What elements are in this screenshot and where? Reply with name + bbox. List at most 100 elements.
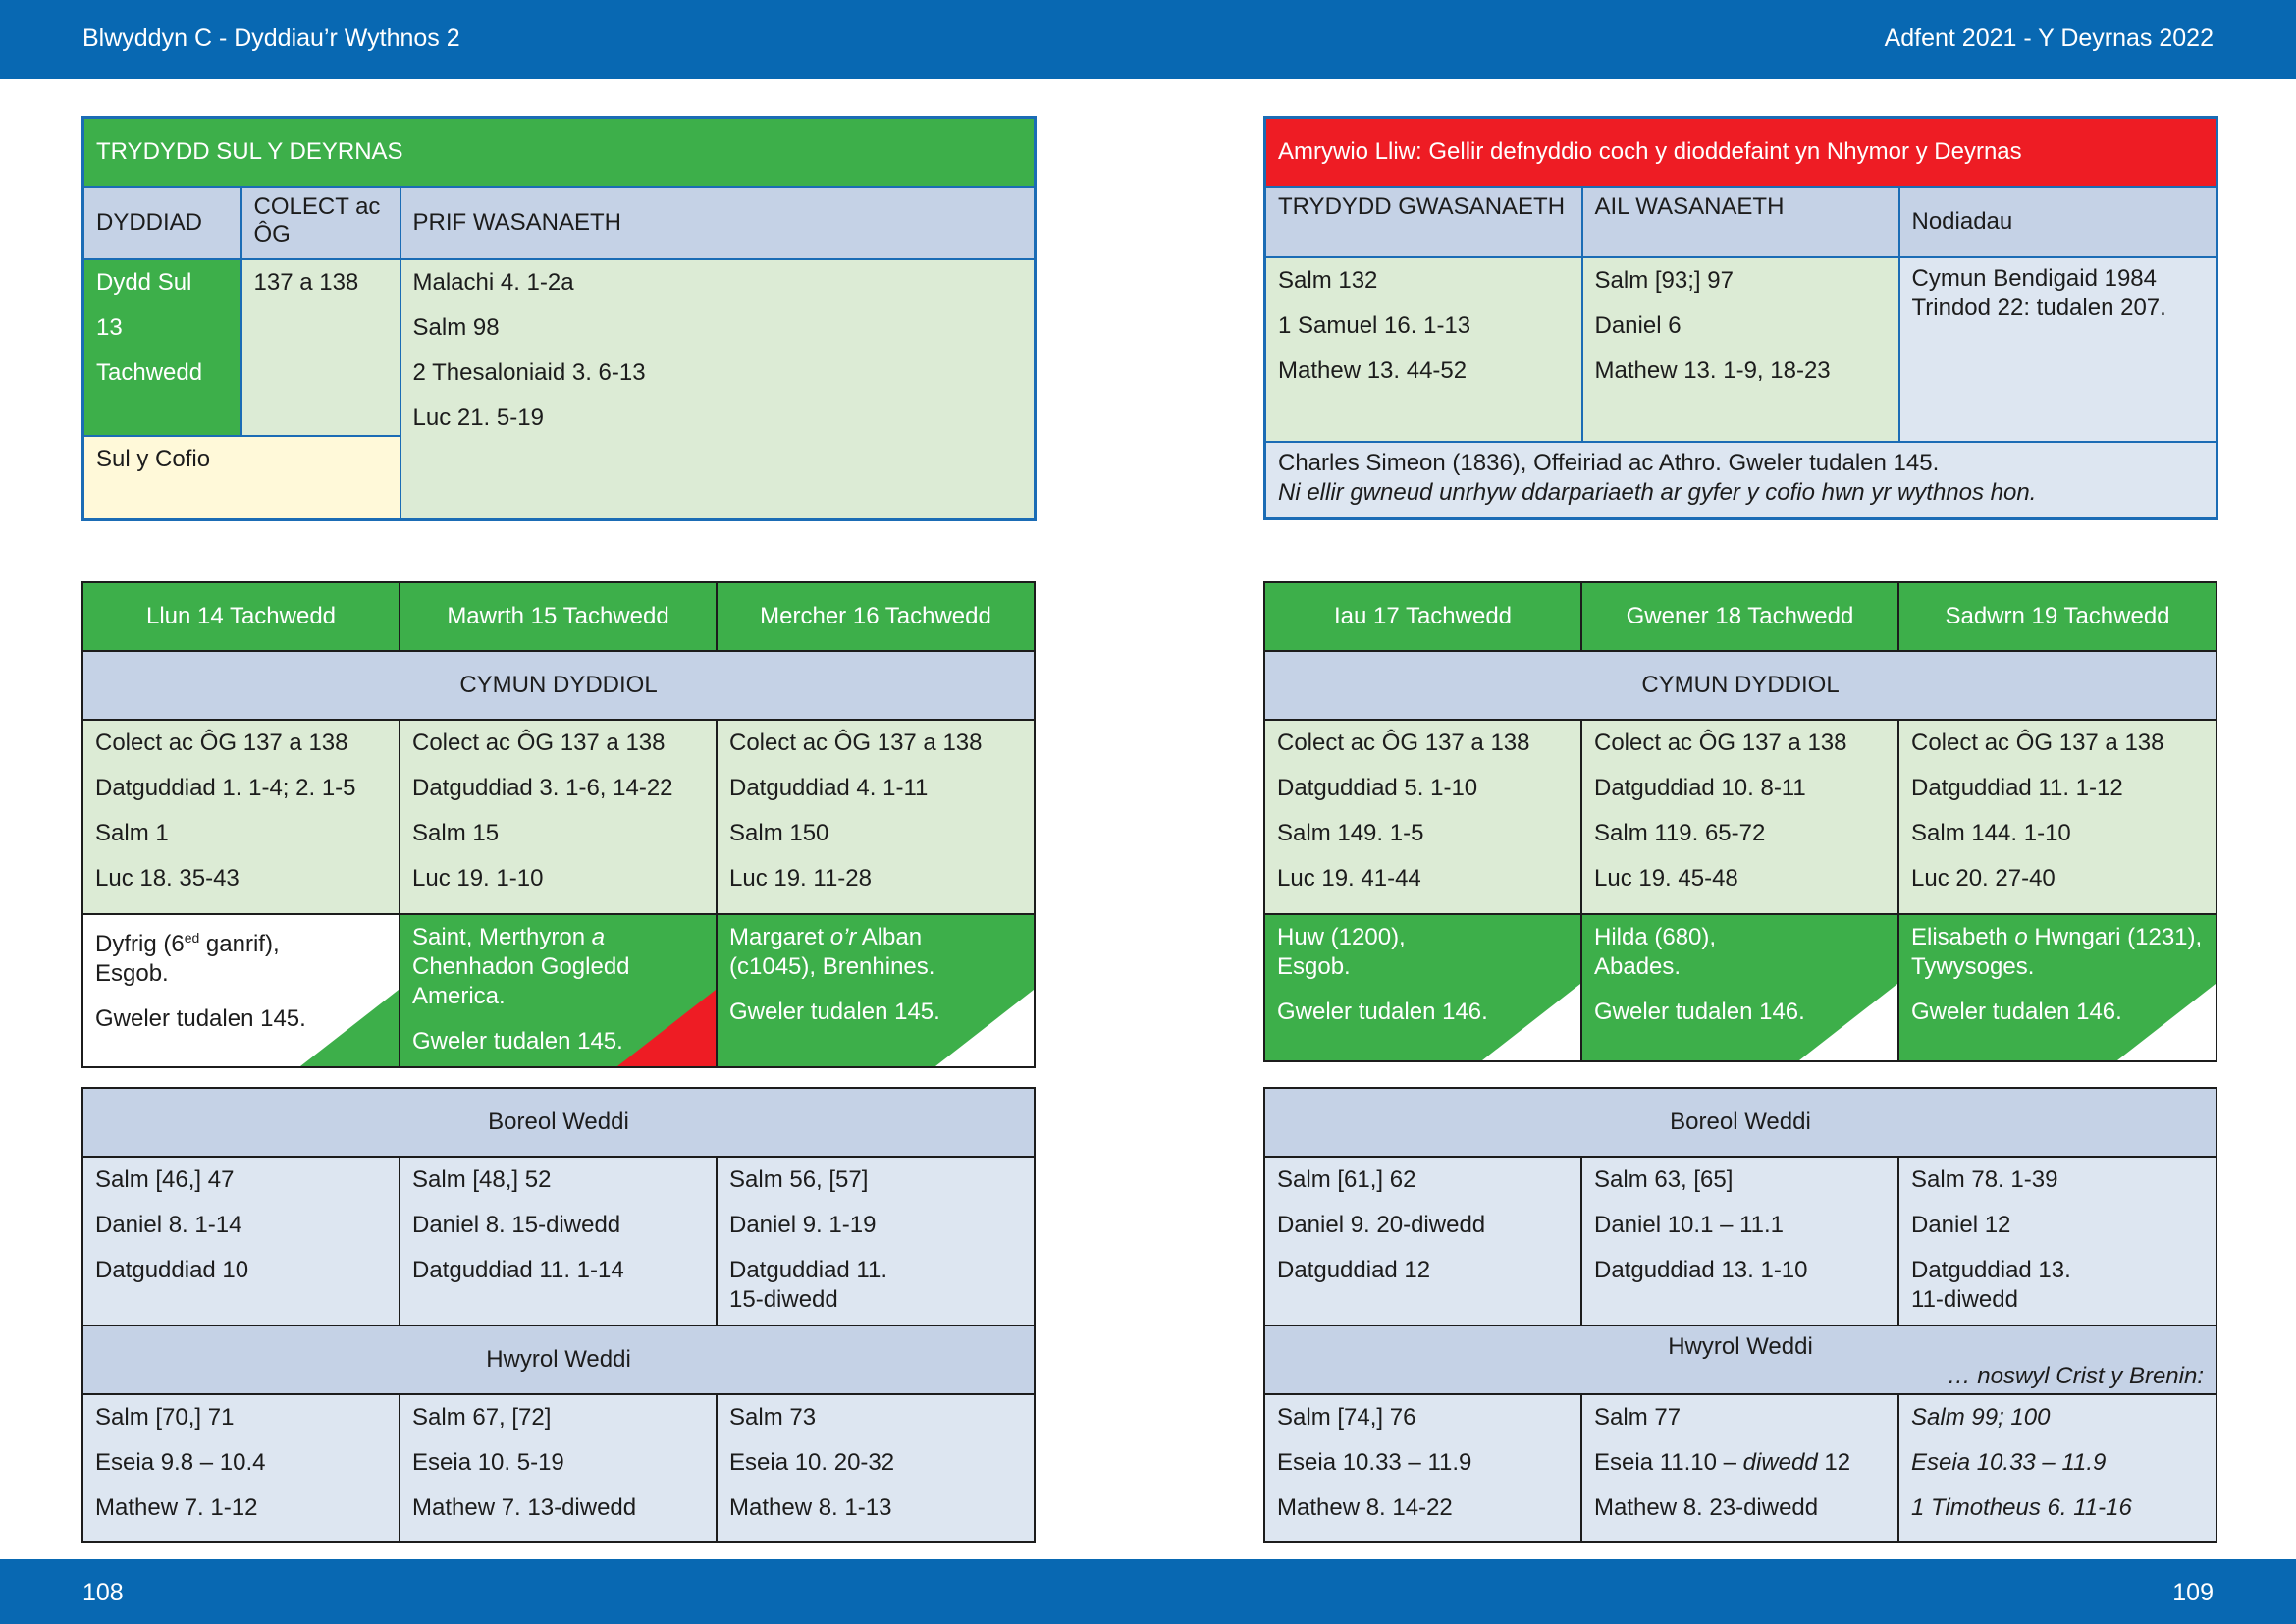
notes-cell: Cymun Bendigaid 1984 Trindod 22: tudalen… (1897, 255, 2218, 443)
reading: Luc 19. 41-44 (1277, 865, 1421, 892)
eve-note: … noswyl Crist y Brenin: (1947, 1363, 2204, 1389)
commem-title: Tywysoges. (1911, 953, 2035, 980)
commem-text: Saint, Merthyron (412, 924, 592, 950)
reading: Mathew 7. 1-12 (95, 1494, 258, 1521)
cymun-cell: Colect ac ÔG 137 a 138 Datguddiad 11. 1-… (1897, 719, 2217, 915)
sunday-readings: Malachi 4. 1-2a Salm 98 2 Thesaloniaid 3… (399, 257, 1037, 521)
reading: Salm 144. 1-10 (1911, 820, 2071, 846)
evening-cell: Salm 67, [72] Eseia 10. 5-19 Mathew 7. 1… (399, 1393, 718, 1543)
header-left-title: Blwyddyn C - Dyddiau’r Wythnos 2 (82, 25, 460, 52)
col-header-third: TRYDYDD GWASANAETH (1263, 185, 1583, 258)
reading: Datguddiad 3. 1-6, 14-22 (412, 775, 673, 801)
reading: Datguddiad 12 (1277, 1257, 1431, 1283)
commem-name: Elisabeth o Hwngari (1231), (1911, 923, 2204, 952)
reading: Datguddiad 10 (95, 1257, 249, 1283)
reading: Mathew 13. 1-9, 18-23 (1594, 356, 1831, 384)
header-right-title: Adfent 2021 - Y Deyrnas 2022 (1884, 25, 2214, 52)
reading: Mathew 13. 44-52 (1278, 356, 1468, 384)
evening-cell: Salm 77 Eseia 11.10 – diwedd 12 Mathew 8… (1580, 1393, 1899, 1543)
evening-cell: Salm 99; 100 Eseia 10.33 – 11.9 1 Timoth… (1897, 1393, 2217, 1543)
reading: Datguddiad 4. 1-11 (729, 775, 929, 801)
reading: Salm [74,] 76 (1277, 1404, 1416, 1431)
cymun-cell: Colect ac ÔG 137 a 138 Datguddiad 5. 1-1… (1263, 719, 1582, 915)
morning-cell: Salm [61,] 62 Daniel 9. 20-diwedd Datgud… (1263, 1156, 1582, 1326)
white-corner-icon (1799, 984, 1897, 1060)
reading: Salm 1 (95, 820, 169, 846)
reading: Salm 56, [57] (729, 1166, 869, 1193)
reading: Eseia 10.33 – 11.9 (1277, 1449, 1472, 1476)
reading: Datguddiad 11. 1-12 (1911, 775, 2123, 801)
reading: Eseia 9.8 – 10.4 (95, 1449, 266, 1476)
note-line: Charles Simeon (1836), Offeiriad ac Athr… (1278, 449, 1940, 476)
date-line: Dydd Sul (96, 268, 192, 296)
reading: Malachi 4. 1-2a (412, 268, 574, 296)
evening-cell: Salm [74,] 76 Eseia 10.33 – 11.9 Mathew … (1263, 1393, 1582, 1543)
reading: Salm 67, [72] (412, 1404, 552, 1431)
commem-title: Esgob. (1277, 953, 1351, 980)
reading: Salm 150 (729, 820, 829, 846)
commem-text: Dyfrig (6 (95, 931, 185, 957)
green-corner-icon (300, 990, 399, 1066)
morning-prayer-label: Boreol Weddi (1263, 1087, 2217, 1158)
commem-title: Chenhadon Gogledd (412, 953, 630, 980)
daily-office-left: Boreol Weddi Salm [46,] 47 Daniel 8. 1-1… (81, 1087, 1036, 1543)
reading: Salm 63, [65] (1594, 1166, 1734, 1193)
daily-office-right: Boreol Weddi Salm [61,] 62 Daniel 9. 20-… (1263, 1087, 2217, 1543)
reading: Salm [46,] 47 (95, 1166, 235, 1193)
commemoration-cell: Dyfrig (6ed ganrif), Esgob. Gweler tudal… (81, 913, 400, 1068)
note-line: Trindod 22: tudalen 207. (1911, 294, 2166, 321)
reading: Salm 78. 1-39 (1911, 1166, 2058, 1193)
see-page: Gweler tudalen 145. (95, 1005, 306, 1032)
sunday-collect: 137 a 138 (240, 257, 401, 437)
commemoration-cell: Huw (1200), Esgob. Gweler tudalen 146. (1263, 913, 1582, 1062)
day-header: Llun 14 Tachwedd (81, 581, 400, 652)
commemoration-cell: Margaret o’r Alban (c1045), Brenhines. G… (716, 913, 1036, 1068)
evening-label-text: Hwyrol Weddi (1668, 1333, 1813, 1360)
footer-bar: 108 109 (0, 1559, 2296, 1624)
col-header-notes: Nodiadau (1897, 185, 2218, 258)
commemoration-note: Charles Simeon (1836), Offeiriad ac Athr… (1263, 440, 2218, 519)
reading: Salm 77 (1594, 1404, 1682, 1431)
commem-title: Esgob. (95, 960, 169, 987)
reading: Colect ac ÔG 137 a 138 (95, 730, 348, 756)
commemoration-cell: Elisabeth o Hwngari (1231), Tywysoges. G… (1897, 913, 2217, 1062)
commem-sup: ed (184, 930, 200, 946)
sunday-date: Dydd Sul 13 Tachwedd (81, 257, 242, 437)
reading: Mathew 8. 1-13 (729, 1494, 892, 1521)
commem-text: Alban (856, 924, 923, 950)
page-number-left: 108 (82, 1579, 124, 1606)
col-header-second: AIL WASANAETH (1580, 185, 1900, 258)
reading: Salm [70,] 71 (95, 1404, 235, 1431)
reading-text: Eseia 11.10 – (1594, 1449, 1743, 1476)
reading-italic: diwedd (1742, 1449, 1818, 1476)
commem-name: Margaret o’r Alban (729, 923, 1022, 952)
reading: 1 Samuel 16. 1-13 (1278, 311, 1471, 339)
evening-cell: Salm [70,] 71 Eseia 9.8 – 10.4 Mathew 7.… (81, 1393, 400, 1543)
reading: Luc 19. 1-10 (412, 865, 544, 892)
cymun-label: CYMUN DYDDIOL (1263, 650, 2217, 721)
note-italic: Ni ellir gwneud unrhyw ddarpariaeth ar g… (1278, 478, 2037, 506)
reading: 11-diwedd (1911, 1286, 2018, 1313)
reading: Salm 149. 1-5 (1277, 820, 1424, 846)
third-service: Salm 132 1 Samuel 16. 1-13 Mathew 13. 44… (1263, 255, 1583, 443)
reading: Colect ac ÔG 137 a 138 (412, 730, 666, 756)
day-header: Iau 17 Tachwedd (1263, 581, 1582, 652)
white-corner-icon (1482, 984, 1580, 1060)
reading: Eseia 10. 20-32 (729, 1449, 895, 1476)
reading: Salm 15 (412, 820, 500, 846)
cymun-cell: Colect ac ÔG 137 a 138 Datguddiad 1. 1-4… (81, 719, 400, 915)
reading: 1 Timotheus 6. 11-16 (1911, 1494, 2132, 1521)
reading: 2 Thesaloniaid 3. 6-13 (412, 358, 646, 386)
reading: Salm [93;] 97 (1594, 266, 1734, 294)
reading: Luc 21. 5-19 (412, 404, 544, 431)
white-corner-icon (2117, 984, 2216, 1060)
reading: Datguddiad 13. (1911, 1257, 2071, 1283)
commem-italic: o (2014, 924, 2028, 950)
morning-cell: Salm 56, [57] Daniel 9. 1-19 Datguddiad … (716, 1156, 1036, 1326)
reading: Daniel 6 (1594, 311, 1682, 339)
reading-text: 12 (1817, 1449, 1851, 1476)
commem-title: America. (412, 983, 506, 1009)
morning-cell: Salm 78. 1-39 Daniel 12 Datguddiad 13. 1… (1897, 1156, 2217, 1326)
sunday-note: Sul y Cofio (81, 434, 401, 521)
reading: Luc 19. 45-48 (1594, 865, 1738, 892)
